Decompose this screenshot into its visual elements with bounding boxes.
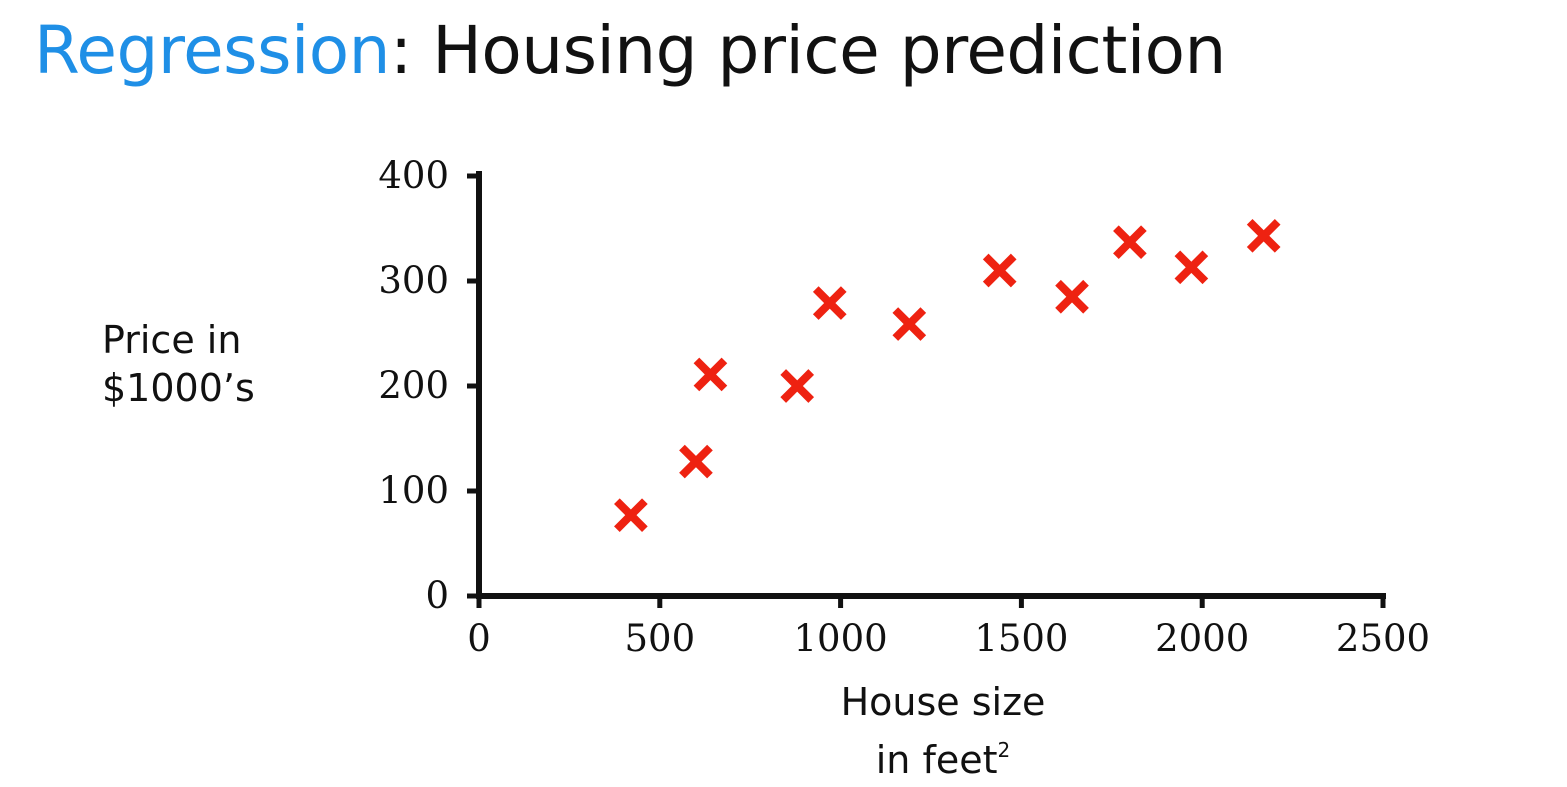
title-rest: : Housing price prediction [390, 12, 1226, 89]
marker-stroke [1113, 225, 1147, 259]
data-point-marker [1174, 250, 1209, 285]
x-tick-label: 2000 [1155, 617, 1249, 660]
data-point-marker [614, 498, 648, 532]
marker-stroke [982, 253, 1017, 288]
x-axis-label-superscript: 2 [997, 738, 1011, 762]
title-keyword: Regression [34, 12, 391, 89]
marker-stroke [892, 307, 927, 341]
y-tick-label: 400 [378, 154, 449, 197]
y-axis-label: Price in $1000’s [102, 316, 282, 412]
y-axis-label-line-1: Price in [102, 318, 242, 362]
y-tick-label: 200 [378, 364, 449, 407]
marker-stroke [614, 498, 648, 532]
y-tick-label: 100 [378, 469, 449, 512]
x-tick-label: 1000 [794, 617, 888, 660]
slide-title: Regression: Housing price prediction [34, 18, 1226, 84]
data-markers [614, 219, 1281, 532]
data-point-marker [679, 444, 713, 479]
data-point-marker [1246, 219, 1281, 253]
x-tick-label: 0 [467, 617, 491, 660]
marker-stroke [780, 369, 815, 403]
marker-stroke [693, 357, 728, 392]
axes [476, 171, 1386, 599]
y-tick-label: 300 [378, 259, 449, 302]
marker-stroke [1246, 219, 1281, 253]
axis-ticks: 0 100 200 300 400 0 500 1000 1500 2000 2500 [378, 154, 1430, 660]
data-point-marker [812, 286, 847, 320]
data-point-marker [892, 307, 927, 341]
x-tick-label: 1500 [974, 617, 1068, 660]
x-tick-label: 2500 [1336, 617, 1430, 660]
x-axis-label-line-2: in feet2 [876, 738, 1011, 782]
x-tick-label: 500 [624, 617, 695, 660]
data-point-marker [693, 357, 728, 392]
y-axis-label-line-2: $1000’s [102, 366, 255, 410]
data-point-marker [1113, 225, 1147, 259]
marker-stroke [1174, 250, 1209, 285]
y-tick-label: 0 [425, 574, 449, 617]
data-point-marker [780, 369, 815, 403]
x-axis-label-line-1: House size [840, 680, 1046, 724]
marker-stroke [812, 286, 847, 320]
data-point-marker [982, 253, 1017, 288]
data-point-marker [1055, 279, 1089, 314]
marker-stroke [679, 444, 713, 479]
x-axis-label-unit: in feet [875, 738, 998, 782]
marker-stroke [1055, 279, 1089, 314]
x-axis-label: House size in feet2 [778, 678, 1108, 784]
